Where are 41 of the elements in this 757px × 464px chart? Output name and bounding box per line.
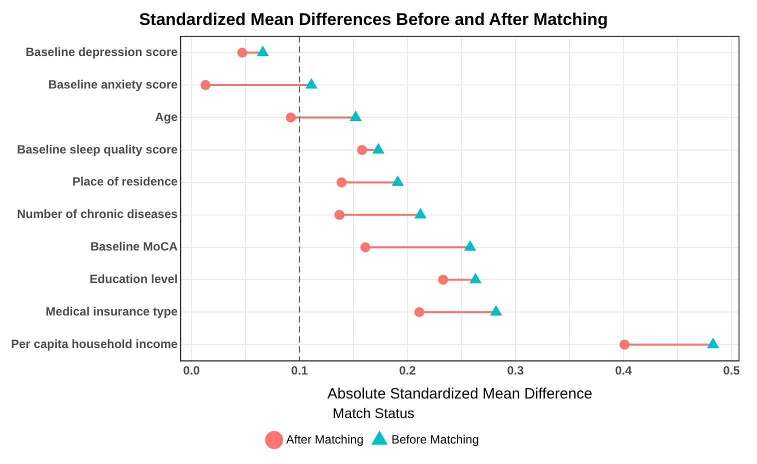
point xyxy=(286,112,296,122)
x-tick-label: 0.1 xyxy=(291,363,308,378)
point xyxy=(470,273,482,284)
point xyxy=(464,240,476,251)
legend-label: After Matching xyxy=(286,432,364,446)
y-tick-label: Place of residence xyxy=(72,174,178,189)
legend-label: Before Matching xyxy=(391,432,479,446)
point xyxy=(490,306,502,316)
y-tick-label: Per capita household income xyxy=(10,336,178,351)
point xyxy=(257,46,268,56)
point xyxy=(414,208,426,218)
y-tick-label: Baseline MoCA xyxy=(90,240,178,254)
y-tick-label: Age xyxy=(155,110,178,124)
point xyxy=(334,210,344,220)
y-tick-label: Education level xyxy=(90,272,178,286)
x-tick-label: 0.2 xyxy=(399,363,416,378)
point xyxy=(707,338,719,348)
y-tick-label: Baseline anxiety score xyxy=(48,77,178,92)
point xyxy=(237,48,248,58)
point xyxy=(306,78,318,89)
point xyxy=(620,340,630,350)
x-axis-title: Absolute Standardized Mean Difference xyxy=(327,385,592,402)
y-tick-label: Medical insurance type xyxy=(46,304,178,318)
x-tick-label: 0.0 xyxy=(183,363,200,378)
y-tick-label: Baseline sleep quality score xyxy=(16,142,178,156)
legend-title: Match Status xyxy=(332,405,414,422)
point xyxy=(414,307,424,318)
x-tick-label: 0.5 xyxy=(723,363,740,378)
point xyxy=(438,274,448,285)
point xyxy=(372,143,384,154)
point xyxy=(336,177,347,188)
y-tick-label: Number of chronic diseases xyxy=(16,207,178,222)
x-tick-label: 0.3 xyxy=(507,363,524,378)
point xyxy=(350,111,362,121)
point xyxy=(200,80,211,90)
point xyxy=(392,176,404,186)
chart-title: Standardized Mean Differences Before and After Matching xyxy=(139,10,608,29)
point xyxy=(360,242,370,252)
point xyxy=(357,144,368,155)
x-tick-label: 0.4 xyxy=(615,363,632,378)
y-tick-label: Baseline depression score xyxy=(26,44,178,59)
